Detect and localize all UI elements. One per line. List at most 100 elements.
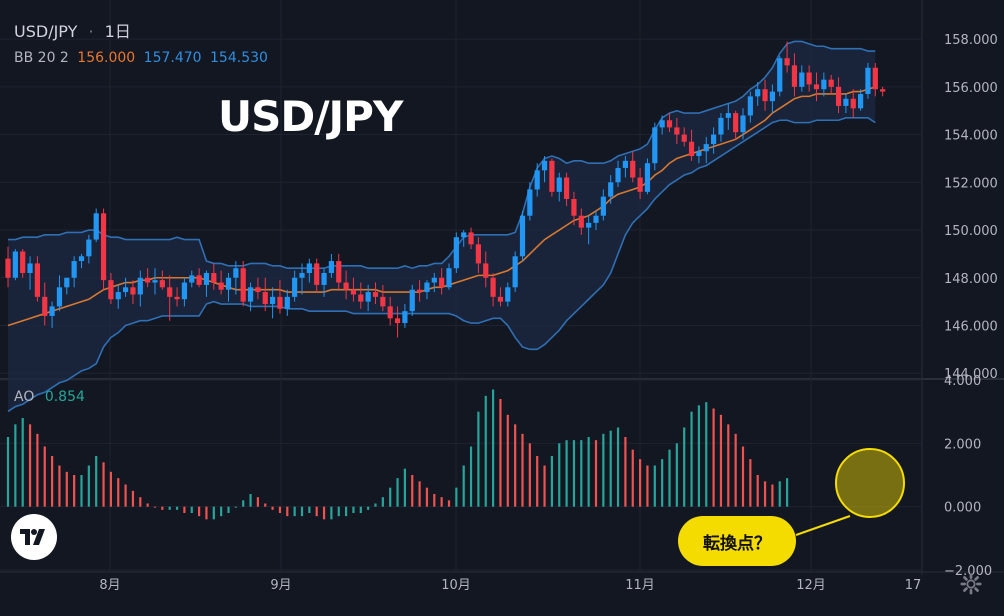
callout-connector-line [795, 515, 851, 536]
ao-bar [786, 478, 789, 507]
price-tick-label: 156.000 [944, 81, 998, 96]
candle-body [93, 213, 99, 240]
ao-bar [499, 399, 502, 507]
ao-bar [771, 484, 774, 507]
ao-bar [727, 424, 730, 507]
candle-body [5, 258, 11, 278]
interval-label[interactable]: 1日 [104, 22, 131, 41]
ao-bar [425, 487, 429, 507]
candle-body [718, 117, 724, 135]
candle-body [439, 277, 445, 288]
candle-body [343, 282, 349, 290]
candle-body [725, 113, 731, 118]
awesome-oscillator-bars [6, 389, 789, 520]
symbol-label[interactable]: USD/JPY [14, 22, 78, 41]
ao-bar [109, 471, 112, 507]
candle-body [608, 182, 614, 197]
ao-bar [536, 456, 539, 507]
ao-bar [43, 446, 46, 507]
candle-body [145, 277, 151, 283]
ao-bar [58, 465, 61, 507]
candle-body [240, 268, 246, 302]
bb-upper-value: 157.470 [143, 50, 202, 66]
time-tick-label: 17 [905, 578, 922, 593]
candle-body [872, 67, 878, 90]
ao-bar [469, 446, 473, 507]
candle-body [409, 289, 415, 312]
candle-body [821, 79, 827, 90]
ao-bar [550, 456, 553, 507]
ao-bar [756, 475, 759, 507]
ao-bar [572, 440, 576, 507]
time-tick-label: 11月 [625, 578, 655, 593]
ao-bar [492, 389, 495, 507]
candle-body [858, 93, 864, 109]
settings-gear-icon[interactable] [960, 573, 982, 595]
tradingview-logo-icon[interactable] [11, 514, 57, 560]
ao-bar [161, 506, 164, 510]
candle-body [835, 86, 842, 106]
ao-bar [14, 424, 17, 507]
ao-bar [594, 440, 598, 507]
ao-bar [87, 465, 90, 507]
price-tick-label: 150.000 [944, 224, 998, 239]
tv-logo-glyph-icon [20, 529, 45, 545]
ao-bar [705, 402, 708, 507]
candle-body [56, 287, 63, 307]
candle-body [659, 120, 665, 128]
candle-body [490, 277, 496, 297]
ao-tick-label: 4.000 [944, 374, 981, 389]
bb-label[interactable]: BB 20 2 [14, 50, 69, 66]
ao-tick-label: −2.000 [944, 564, 992, 579]
candle-body [49, 306, 55, 316]
ao-bar [477, 411, 480, 507]
price-tick-label: 152.000 [944, 176, 998, 191]
candle-body [78, 256, 85, 262]
ao-bar [639, 459, 642, 507]
candle-body [71, 261, 77, 278]
ao-bar [514, 424, 517, 507]
time-tick-label: 12月 [796, 578, 826, 593]
ao-bar [183, 506, 186, 513]
candle-body [218, 282, 224, 290]
ao-bar [631, 449, 634, 507]
ao-bar [749, 459, 752, 507]
ao-label[interactable]: AO [14, 389, 35, 405]
ao-bar [661, 459, 664, 507]
ao-bar [300, 506, 304, 517]
ao-bar [712, 408, 715, 507]
price-tick-label: 146.000 [944, 319, 998, 334]
candle-body [755, 89, 761, 97]
ao-bar [558, 443, 561, 507]
candle-body [615, 167, 621, 183]
candle-body [733, 113, 739, 133]
candlestick-series [5, 41, 886, 338]
ao-bar [131, 490, 135, 507]
ao-bar [242, 500, 245, 507]
turning-point-highlight [835, 448, 905, 518]
candle-body [791, 65, 798, 87]
ao-bar [381, 497, 384, 507]
candle-body [850, 98, 856, 109]
candle-body [468, 232, 474, 245]
candle-body [740, 115, 746, 133]
ao-bar [609, 430, 612, 507]
candle-body [556, 177, 562, 192]
ao-bar [624, 437, 627, 507]
chart-header: USD/JPY · 1日 [14, 18, 131, 42]
ao-bar [337, 506, 340, 517]
ao-bar [6, 437, 10, 507]
candle-body [130, 287, 136, 295]
ao-bar [683, 427, 686, 507]
candle-body [586, 222, 592, 228]
ao-bar [565, 440, 568, 507]
ao-bar [322, 506, 326, 520]
bollinger-band-fill [8, 41, 876, 412]
candle-body [225, 277, 232, 290]
header-dot: · [88, 22, 94, 41]
ao-bar [528, 443, 531, 507]
ao-bar [359, 506, 362, 513]
price-tick-label: 144.000 [944, 367, 998, 382]
candle-body [880, 89, 886, 92]
ao-bar [212, 506, 215, 520]
